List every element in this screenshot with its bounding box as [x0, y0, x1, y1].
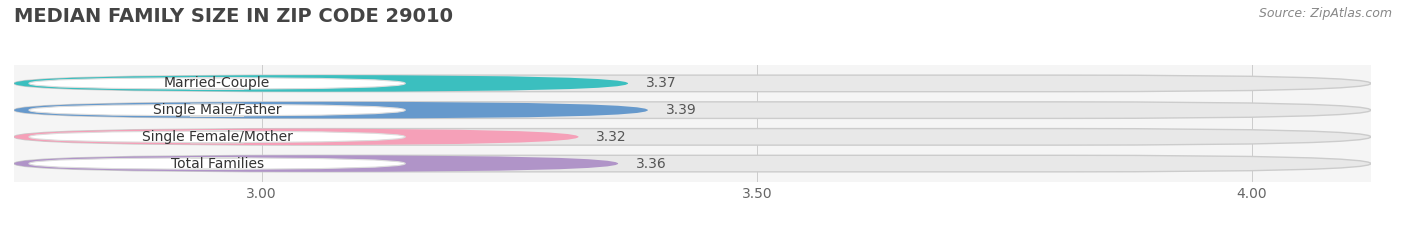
FancyBboxPatch shape [14, 102, 648, 118]
Text: MEDIAN FAMILY SIZE IN ZIP CODE 29010: MEDIAN FAMILY SIZE IN ZIP CODE 29010 [14, 7, 453, 26]
FancyBboxPatch shape [14, 75, 1371, 92]
FancyBboxPatch shape [14, 129, 578, 145]
FancyBboxPatch shape [30, 78, 405, 89]
FancyBboxPatch shape [30, 104, 405, 116]
FancyBboxPatch shape [30, 131, 405, 143]
FancyBboxPatch shape [14, 102, 1371, 118]
Text: Single Female/Mother: Single Female/Mother [142, 130, 292, 144]
Text: 3.32: 3.32 [596, 130, 627, 144]
Text: 3.39: 3.39 [665, 103, 696, 117]
FancyBboxPatch shape [14, 129, 1371, 145]
Text: Single Male/Father: Single Male/Father [153, 103, 281, 117]
Text: Source: ZipAtlas.com: Source: ZipAtlas.com [1258, 7, 1392, 20]
FancyBboxPatch shape [14, 75, 628, 92]
FancyBboxPatch shape [14, 155, 1371, 172]
FancyBboxPatch shape [30, 158, 405, 169]
FancyBboxPatch shape [14, 155, 619, 172]
Text: 3.36: 3.36 [636, 157, 666, 171]
Text: Married-Couple: Married-Couple [165, 76, 270, 90]
Text: 3.37: 3.37 [645, 76, 676, 90]
Text: Total Families: Total Families [170, 157, 264, 171]
